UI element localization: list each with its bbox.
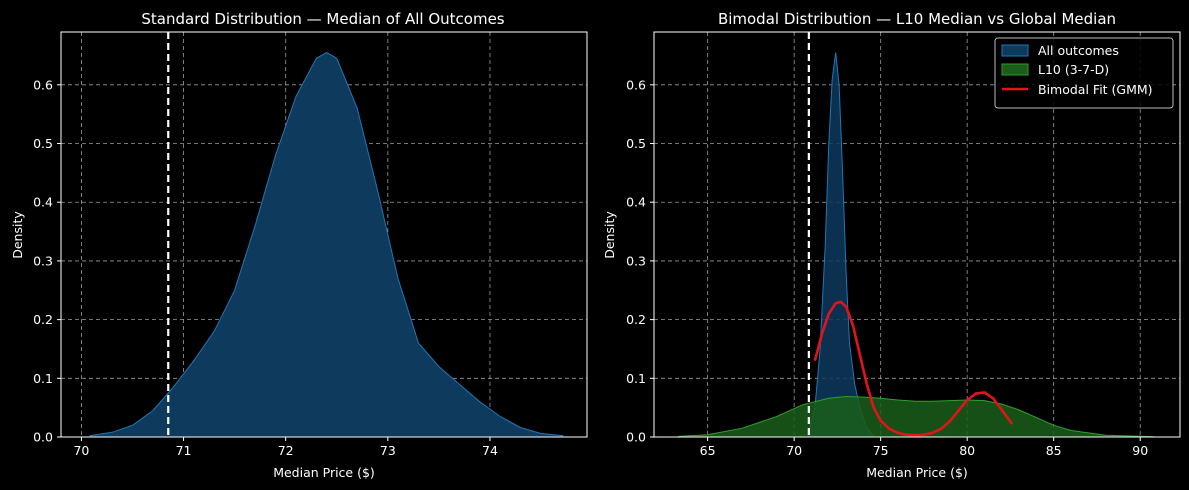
legend-box — [994, 37, 1174, 109]
legend-label-l10: L10 (3-7-D) — [1038, 62, 1109, 77]
right-y-tick-label: 0.0 — [626, 430, 646, 445]
right-gridlines — [654, 32, 1180, 438]
left-y-tick-label: 0.6 — [33, 77, 53, 92]
left-y-tick-label: 0.1 — [33, 371, 53, 386]
left-chart-panel: Standard Distribution — Median of All Ou… — [10, 10, 588, 480]
right-x-axis-label: Median Price ($) — [866, 465, 968, 480]
right-plot-frame — [653, 31, 1181, 438]
legend: All outcomes L10 (3-7-D) Bimodal Fit (GM… — [994, 37, 1174, 109]
right-series-layer — [678, 52, 1155, 438]
right-y-tick-label: 0.4 — [626, 195, 646, 210]
left-x-axis-label: Median Price ($) — [273, 465, 375, 480]
legend-label-bimodal-fit: Bimodal Fit (GMM) — [1038, 82, 1153, 97]
right-x-tick-label: 80 — [959, 443, 975, 458]
right-x-ticks: 65 70 75 80 85 90 — [700, 437, 1148, 458]
right-y-tick-label: 0.6 — [626, 77, 646, 92]
left-y-tick-label: 0.3 — [33, 253, 53, 268]
left-y-axis-label: Density — [10, 211, 25, 259]
right-y-tick-label: 0.2 — [626, 312, 646, 327]
right-x-tick-label: 70 — [786, 443, 802, 458]
left-series-area-all-outcomes — [89, 52, 564, 437]
left-x-tick-label: 74 — [482, 443, 498, 458]
right-y-tick-label: 0.5 — [626, 136, 646, 151]
right-x-tick-label: 85 — [1046, 443, 1062, 458]
legend-label-all-outcomes: All outcomes — [1038, 43, 1119, 58]
left-y-tick-label: 0.4 — [33, 195, 53, 210]
legend-swatch-l10 — [1001, 63, 1029, 76]
right-y-tick-label: 0.1 — [626, 371, 646, 386]
right-x-tick-label: 65 — [700, 443, 716, 458]
right-chart-panel: Bimodal Distribution — L10 Median vs Glo… — [602, 10, 1181, 480]
left-y-tick-label: 0.5 — [33, 136, 53, 151]
left-x-tick-label: 73 — [380, 443, 396, 458]
left-chart-title: Standard Distribution — Median of All Ou… — [141, 10, 504, 28]
left-x-tick-label: 72 — [278, 443, 294, 458]
left-series-outline-all-outcomes — [89, 51, 564, 437]
left-y-ticks: 0.0 0.1 0.2 0.3 0.4 0.5 0.6 — [33, 77, 61, 445]
right-y-ticks: 0.0 0.1 0.2 0.3 0.4 0.5 0.6 — [626, 77, 654, 445]
right-y-axis-label: Density — [602, 211, 617, 259]
left-y-tick-label: 0.0 — [33, 430, 53, 445]
right-series-area-l10-3-7-d — [678, 396, 1154, 437]
right-chart-title: Bimodal Distribution — L10 Median vs Glo… — [718, 10, 1116, 28]
left-x-ticks: 70 71 72 73 74 — [73, 437, 498, 458]
right-x-tick-label: 75 — [873, 443, 889, 458]
left-x-tick-label: 71 — [176, 443, 192, 458]
right-series-line-bimodal-fit-gmm — [813, 300, 1014, 437]
left-plot-frame — [60, 31, 588, 438]
left-y-tick-label: 0.2 — [33, 312, 53, 327]
left-series-layer — [89, 51, 564, 437]
right-series-area-all-outcomes — [808, 52, 874, 437]
right-x-tick-label: 90 — [1132, 443, 1148, 458]
right-y-tick-label: 0.3 — [626, 253, 646, 268]
legend-swatch-all-outcomes — [1001, 44, 1029, 57]
right-series-outline-l10-3-7-d — [678, 395, 1155, 438]
left-x-tick-label: 70 — [73, 443, 89, 458]
